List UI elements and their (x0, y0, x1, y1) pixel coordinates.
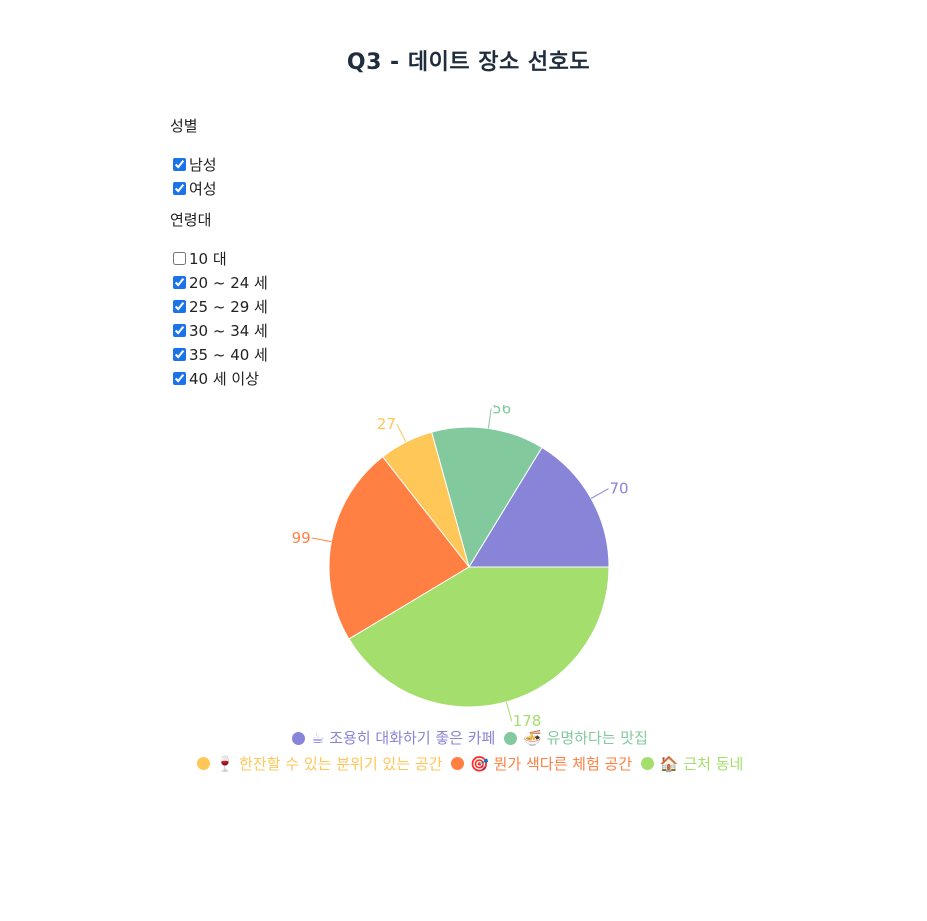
legend-dot-icon (292, 731, 306, 745)
slice-value-label: 70 (610, 480, 629, 498)
age-20-24-checkbox[interactable] (173, 275, 186, 289)
age-30-34-label: 30 ~ 34 세 (189, 321, 268, 340)
age-10s-label: 10 대 (189, 249, 227, 268)
label-line (311, 537, 332, 543)
age-filter-title: 연령대 (170, 211, 212, 229)
pie-slice[interactable] (468, 446, 610, 568)
label-line (505, 701, 513, 722)
legend-label: 🍷 한잔할 수 있는 분위기 있는 공간 (215, 754, 443, 773)
slice-value-label: 99 (292, 529, 311, 547)
age-25-29-label: 25 ~ 29 세 (189, 297, 268, 316)
chart-legend: ☕ 조용히 대화하기 좋은 카페 🍜 유명하다는 맛집 🍷 한잔할 수 있는 분… (170, 726, 770, 777)
legend-item[interactable]: 🍷 한잔할 수 있는 분위기 있는 공간 (196, 752, 443, 776)
pie-slice[interactable] (348, 566, 610, 708)
age-30-34-checkbox[interactable] (173, 323, 186, 337)
age-option-25-29[interactable]: 25 ~ 29 세 (170, 294, 268, 318)
label-line (590, 488, 609, 499)
age-20-24-label: 20 ~ 24 세 (189, 273, 268, 292)
gender-option-female[interactable]: 여성 (170, 176, 268, 200)
legend-dot-icon (196, 757, 210, 770)
age-option-30-34[interactable]: 30 ~ 34 세 (170, 318, 268, 342)
legend-dot-icon (640, 757, 654, 770)
slice-value-label: 178 (513, 712, 542, 730)
gender-filter: 성별 남성 여성 (170, 114, 268, 200)
legend-item[interactable]: 🏠 근처 동네 (640, 752, 744, 776)
chart-title: Q3 - 데이트 장소 선호도 (346, 50, 591, 75)
age-option-35-40[interactable]: 35 ~ 40 세 (170, 342, 268, 366)
age-option-10s[interactable]: 10 대 (170, 246, 268, 270)
age-40-plus-checkbox[interactable] (173, 371, 186, 385)
legend-dot-icon (504, 731, 518, 745)
age-35-40-label: 35 ~ 40 세 (189, 345, 268, 364)
filter-panel: 성별 남성 여성 연령대 10 대 20 ~ 24 세 25 ~ 29 세 30… (170, 114, 268, 390)
legend-item[interactable]: 🍜 유명하다는 맛집 (504, 726, 648, 750)
age-filter: 연령대 10 대 20 ~ 24 세 25 ~ 29 세 30 ~ 34 세 3… (170, 208, 268, 390)
pie-slice[interactable] (328, 456, 470, 640)
gender-filter-title: 성별 (170, 117, 198, 135)
label-line (487, 408, 492, 429)
gender-male-label: 남성 (189, 155, 217, 174)
gender-female-checkbox[interactable] (173, 181, 186, 195)
gender-option-male[interactable]: 남성 (170, 152, 268, 176)
age-25-29-checkbox[interactable] (173, 299, 186, 313)
slice-value-label: 56 (492, 400, 511, 418)
age-option-20-24[interactable]: 20 ~ 24 세 (170, 270, 268, 294)
legend-label: 🏠 근처 동네 (659, 754, 744, 773)
legend-dot-icon (451, 757, 465, 770)
legend-label: 🍜 유명하다는 맛집 (523, 729, 648, 747)
legend-item[interactable]: 🎯 뭔가 색다른 체험 공간 (451, 752, 632, 776)
legend-item[interactable]: ☕ 조용히 대화하기 좋은 카페 (292, 726, 495, 750)
age-35-40-checkbox[interactable] (173, 347, 186, 361)
slice-value-label: 27 (377, 415, 396, 433)
gender-female-label: 여성 (189, 179, 217, 198)
legend-label: 🎯 뭔가 색다른 체험 공간 (470, 754, 633, 773)
age-40-plus-label: 40 세 이상 (189, 369, 260, 388)
legend-label: ☕ 조용히 대화하기 좋은 카페 (311, 729, 496, 747)
age-10s-checkbox[interactable] (173, 251, 186, 265)
age-option-40-plus[interactable]: 40 세 이상 (170, 366, 268, 390)
label-line (396, 423, 407, 443)
gender-male-checkbox[interactable] (173, 157, 186, 171)
